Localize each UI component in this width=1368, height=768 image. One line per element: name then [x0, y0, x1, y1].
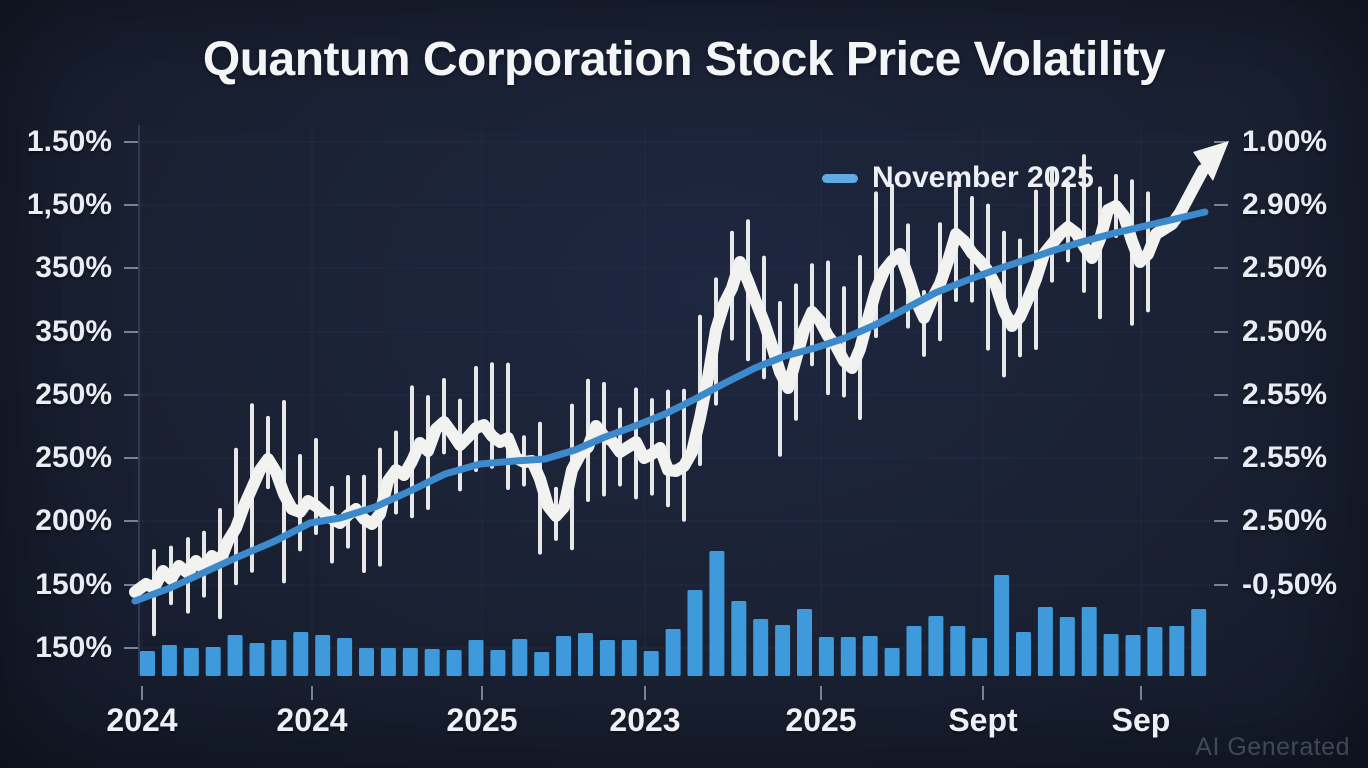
volume-bar [402, 648, 418, 676]
volume-bar [1016, 632, 1031, 676]
volume-bar [621, 640, 637, 676]
price-line [129, 164, 1209, 598]
volume-bar [797, 609, 812, 676]
volume-bar [1191, 609, 1207, 676]
volume-bar [578, 633, 593, 676]
volume-bar [950, 626, 966, 676]
moving-average-line [131, 208, 1209, 605]
volume-bar [424, 649, 440, 676]
volume-bar [183, 648, 199, 676]
volume-bar [884, 648, 900, 676]
volume-bar [293, 632, 309, 676]
volume-bar [271, 640, 287, 676]
trend-arrow-icon [1193, 141, 1229, 181]
volume-bar [205, 647, 221, 676]
volume-bar [337, 638, 353, 676]
volume-bar [643, 651, 659, 676]
volume-bar [446, 650, 462, 676]
volume-bar [1081, 607, 1097, 676]
chart-title: Quantum Corporation Stock Price Volatili… [202, 33, 1166, 86]
volume-bar [1125, 635, 1141, 676]
ai-generated-watermark: AI Generated [1195, 733, 1350, 761]
volume-bar [490, 650, 506, 676]
volume-bar [775, 625, 791, 676]
volume-bar [599, 640, 615, 676]
volume-bar [227, 635, 243, 676]
volume-bar [994, 575, 1010, 676]
volume-bar [140, 651, 155, 676]
volume-bar [928, 616, 944, 676]
volume-bar [753, 619, 769, 676]
volume-bar [468, 640, 484, 676]
volume-bar [665, 629, 681, 676]
legend: November 2025 [822, 160, 1094, 196]
volume-bar [534, 652, 550, 676]
volume-bar [249, 643, 265, 676]
volume-bar [556, 636, 572, 676]
volume-bar [906, 626, 922, 676]
volume-bar [840, 637, 856, 676]
volume-bar [1059, 617, 1075, 676]
volume-bar [380, 648, 396, 676]
volume-bar [731, 601, 747, 676]
volume-bar [1147, 627, 1163, 676]
volume-bar [1103, 634, 1119, 676]
volume-bar [161, 645, 177, 676]
volume-bar [315, 635, 331, 676]
volume-bar [972, 638, 988, 676]
volume-bar [359, 648, 374, 676]
volume-bar [1169, 626, 1185, 676]
volume-bar [1037, 607, 1053, 676]
volume-bar [687, 590, 703, 676]
volume-bar [818, 637, 834, 676]
legend-line-swatch [822, 173, 858, 183]
volume-bar [862, 636, 878, 676]
volume-bar [709, 551, 725, 676]
volume-bar [512, 639, 528, 676]
legend-label: November 2025 [872, 161, 1094, 194]
